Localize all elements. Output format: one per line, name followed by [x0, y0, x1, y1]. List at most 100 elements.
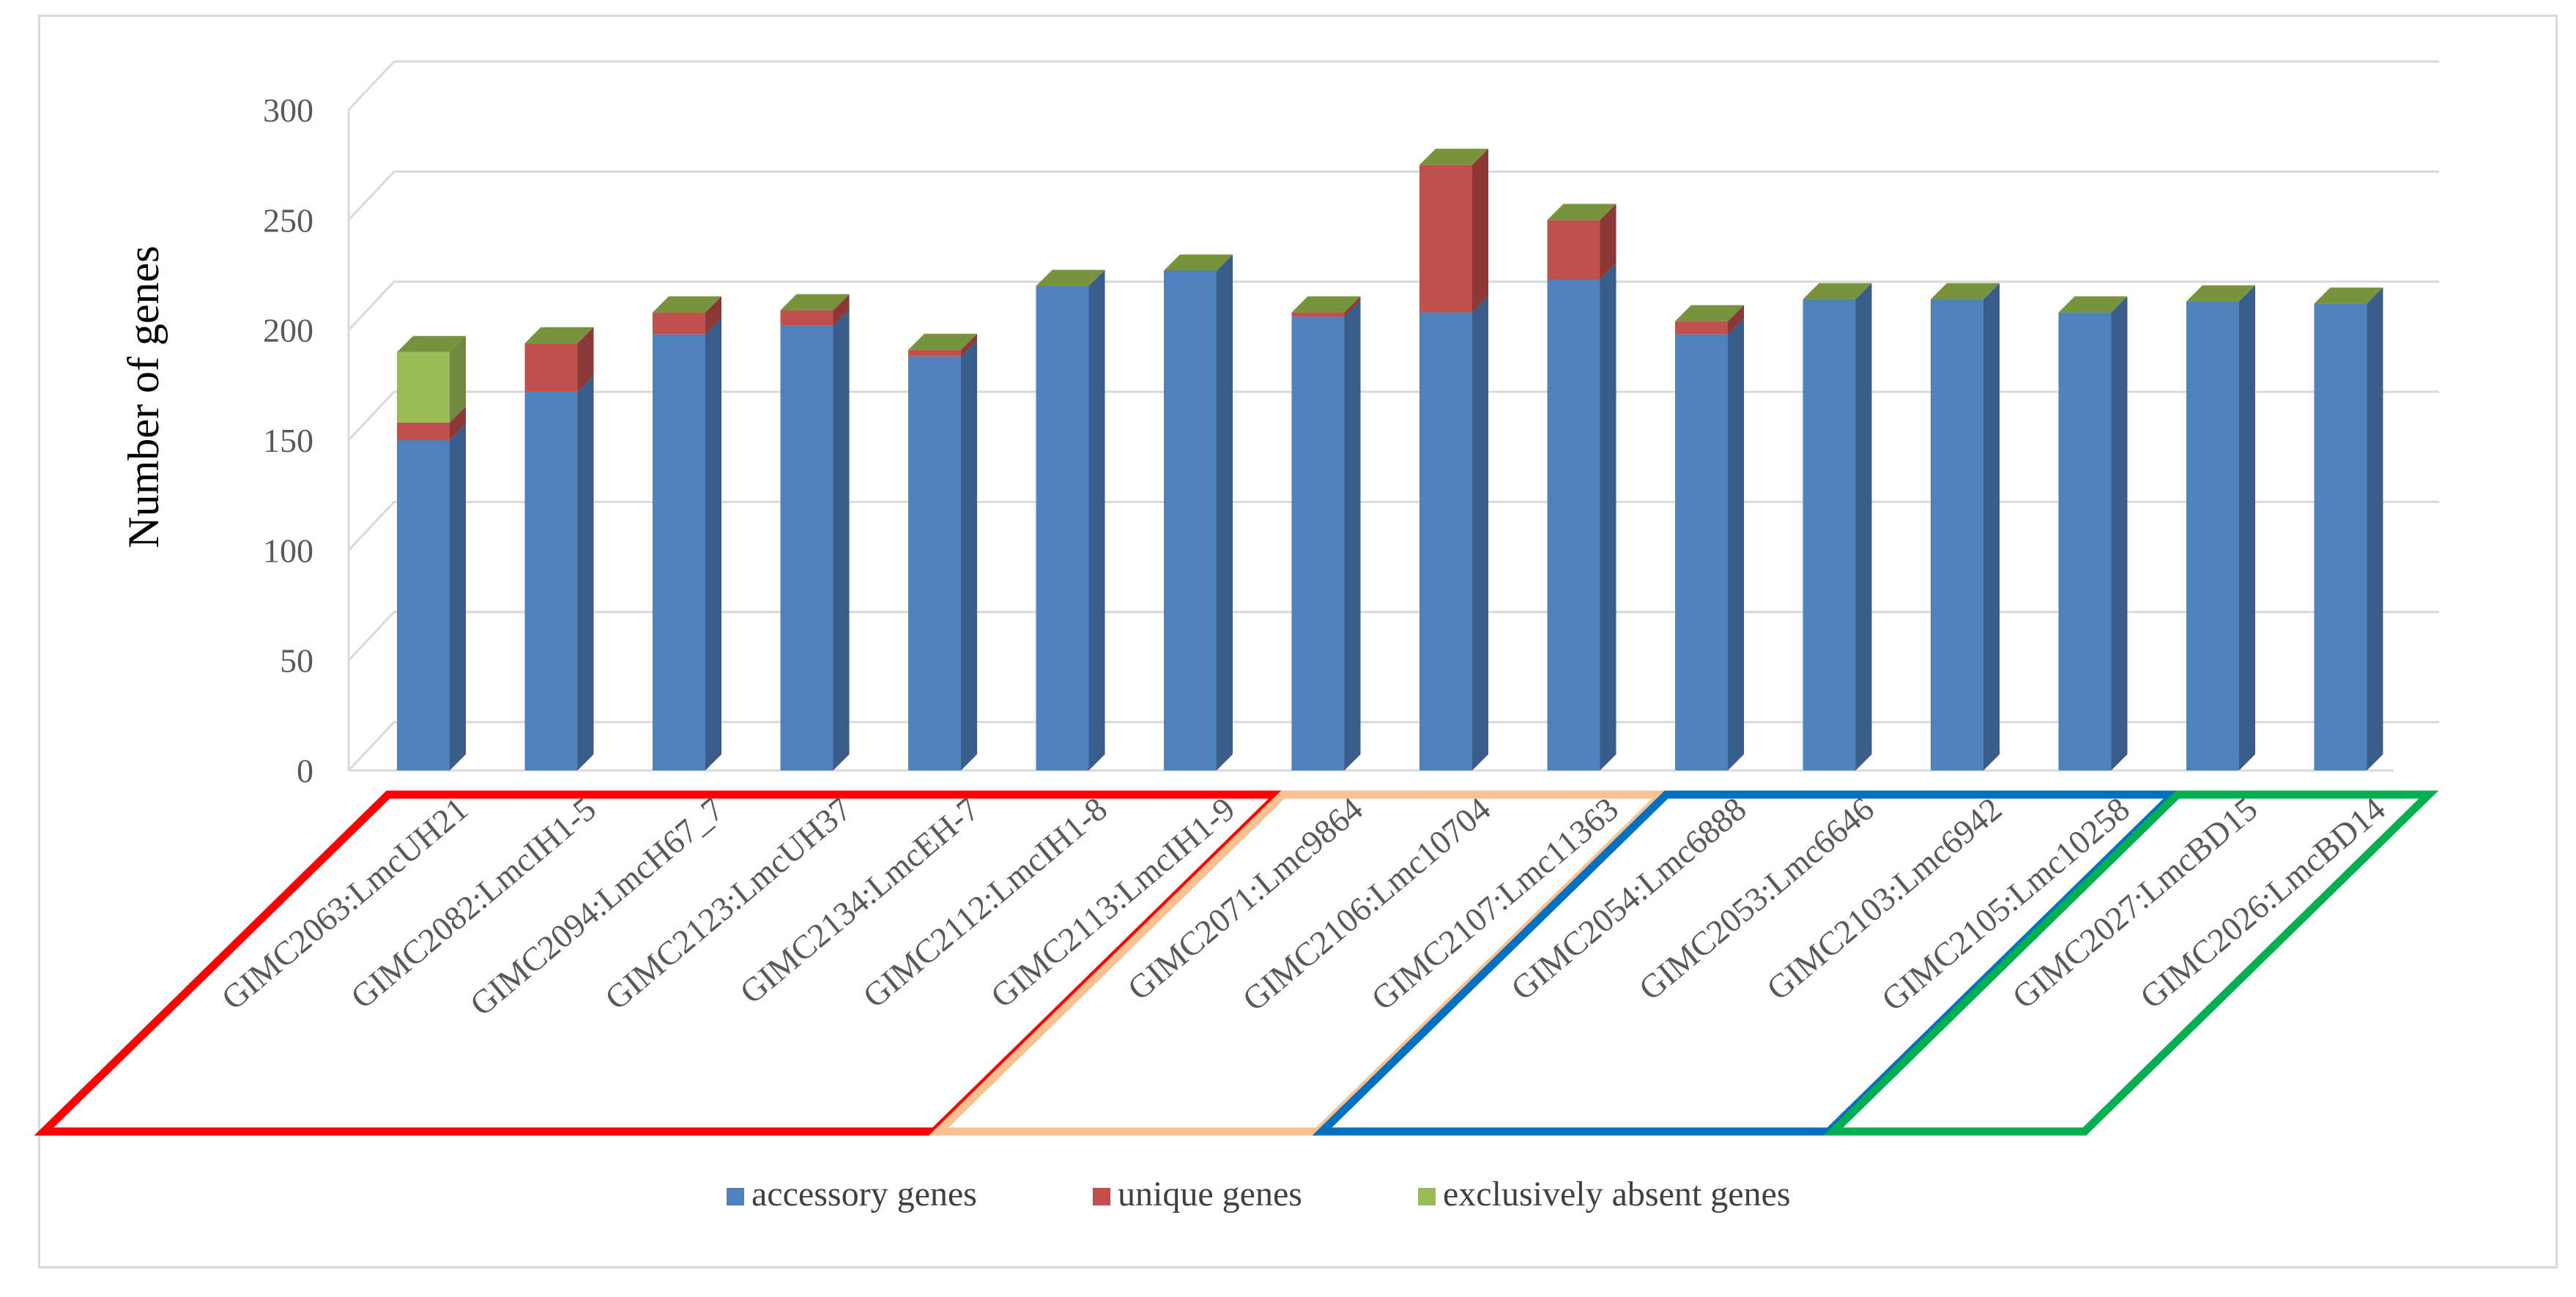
bar-GIMC2094:LmcH67_7 [653, 296, 721, 770]
bar-GIMC2112:LmcIH1-8 [1036, 270, 1105, 770]
x-category-label: GIMC2112:LmcIH1-8 [855, 790, 1113, 1015]
gridline-250 [347, 170, 2439, 221]
legend-swatch [1093, 1188, 1110, 1205]
bar-segment-accessory-genes [1547, 279, 1600, 771]
bar-segment-exclusively-absent-genes [397, 352, 450, 423]
bar-side-unique-genes [833, 294, 850, 326]
bar-side-accessory-genes [1728, 318, 1744, 770]
bar-top-cap [1675, 305, 1744, 322]
bar-GIMC2106:Lmc10704 [1419, 149, 1488, 770]
bar-top-cap [1803, 283, 1872, 300]
bar-segment-accessory-genes [524, 391, 578, 770]
y-tick-label: 300 [263, 92, 313, 129]
gridline-50 [347, 611, 2439, 661]
bar-side-unique-genes [1728, 305, 1744, 335]
gridline-150 [347, 390, 2439, 442]
category-group-box-4 [1823, 790, 2439, 1136]
bar-segment-accessory-genes [1291, 316, 1345, 770]
bar-GIMC2053:Lmc6646 [1803, 283, 1872, 770]
y-tick-label: 150 [263, 422, 313, 459]
bar-side-accessory-genes [2111, 296, 2128, 770]
bar-top-cap [524, 327, 594, 343]
bar-segment-unique-genes [524, 343, 578, 392]
x-category-label: GIMC2026:LmcBD14 [2133, 790, 2392, 1016]
bar-side-accessory-genes [1344, 300, 1361, 770]
y-tick-label: 200 [263, 312, 313, 349]
bar-side-exclusively-absent-genes [450, 335, 466, 423]
bar-segment-unique-genes [908, 349, 961, 357]
bar-top-cap [1547, 204, 1617, 220]
bar-segment-unique-genes [780, 310, 834, 326]
gridline-300 [347, 60, 2439, 111]
bar-top-cap [2058, 296, 2128, 313]
bar-side-accessory-genes [2367, 287, 2383, 770]
bars [397, 149, 2383, 771]
y-tick-label: 0 [297, 752, 313, 789]
bar-GIMC2026:LmcBD14 [2314, 287, 2383, 770]
x-category-label: GIMC2063:LmcUH21 [215, 790, 475, 1017]
bar-side-accessory-genes [2239, 285, 2255, 771]
bar-GIMC2063:LmcUH21 [397, 335, 466, 770]
bar-top-cap [908, 333, 977, 350]
bar-side-accessory-genes [833, 309, 850, 770]
bar-top-cap [2186, 285, 2255, 302]
bar-segment-unique-genes [1547, 220, 1600, 280]
y-axis-title: Number of genes [119, 245, 168, 548]
x-category-label: GIMC2106:Lmc10704 [1236, 790, 1498, 1019]
bar-segment-accessory-genes [1803, 299, 1856, 770]
bar-side-accessory-genes [1217, 254, 1233, 770]
bar-side-accessory-genes [450, 424, 466, 770]
bar-GIMC2134:LmcEH-7 [908, 333, 977, 770]
bar-segment-accessory-genes [780, 325, 834, 770]
bar-side-unique-genes [577, 327, 594, 392]
bar-segment-accessory-genes [653, 334, 705, 770]
bar-top-cap [1164, 254, 1233, 271]
bar-segment-accessory-genes [397, 440, 450, 770]
gridline-100 [347, 500, 2439, 551]
bar-GIMC2054:Lmc6888 [1675, 305, 1744, 770]
bar-segment-accessory-genes [2186, 301, 2239, 771]
gridline-200 [347, 280, 2439, 331]
bar-segment-accessory-genes [908, 356, 961, 770]
gridlines: 0 50 100 150 200 250 300 [263, 60, 2439, 789]
bar-side-unique-genes [1344, 296, 1361, 317]
bar-segment-accessory-genes [1164, 270, 1217, 770]
x-category-label: GIMC2053:Lmc6646 [1632, 790, 1881, 1008]
bar-GIMC2105:Lmc10258 [2058, 296, 2128, 770]
bar-side-accessory-genes [705, 318, 721, 770]
bar-segment-accessory-genes [1675, 334, 1728, 770]
legend-label: exclusively absent genes [1443, 1175, 1791, 1214]
bar-top-cap [397, 335, 466, 352]
legend-label: accessory genes [751, 1175, 977, 1214]
bar-GIMC2107:Lmc11363 [1547, 204, 1617, 771]
x-category-label: GIMC2107:Lmc11363 [1364, 790, 1625, 1018]
bar-top-cap [780, 294, 850, 311]
bar-segment-accessory-genes [2314, 303, 2367, 770]
bar-top-cap [2314, 287, 2383, 304]
bar-side-unique-genes [705, 296, 721, 335]
x-category-label: GIMC2105:Lmc10258 [1874, 790, 2137, 1019]
y-tick-label: 100 [263, 532, 313, 569]
bar-GIMC2027:LmcBD15 [2186, 285, 2255, 771]
bar-top-cap [1291, 296, 1361, 313]
bar-GIMC2103:Lmc6942 [1931, 283, 2000, 770]
bar-GIMC2113:LmcIH1-9 [1164, 254, 1233, 770]
bar-segment-accessory-genes [1036, 286, 1089, 770]
bar-top-cap [1931, 283, 2000, 300]
bar-side-unique-genes [1472, 149, 1488, 313]
legend-swatch [1418, 1188, 1436, 1205]
x-category-label: GIMC2134:LmcEH-7 [732, 790, 986, 1011]
legend-label: unique genes [1118, 1175, 1302, 1214]
bar-segment-unique-genes [397, 422, 450, 440]
bar-side-unique-genes [1600, 204, 1617, 280]
gridline-0 [347, 721, 2439, 772]
legend: accessory genes unique genes exclusively a… [727, 1175, 1791, 1214]
bar-top-cap [1036, 270, 1105, 286]
x-category-label: GIMC2113:LmcIH1-9 [984, 790, 1241, 1015]
x-category-label: GIMC2082:LmcIH1-5 [344, 790, 603, 1016]
x-category-label: GIMC2094:LmcH67_7 [463, 790, 731, 1023]
x-category-label: GIMC2027:LmcBD15 [2005, 790, 2265, 1016]
bar-top-cap [653, 296, 721, 313]
bar-GIMC2123:LmcUH37 [780, 294, 850, 770]
